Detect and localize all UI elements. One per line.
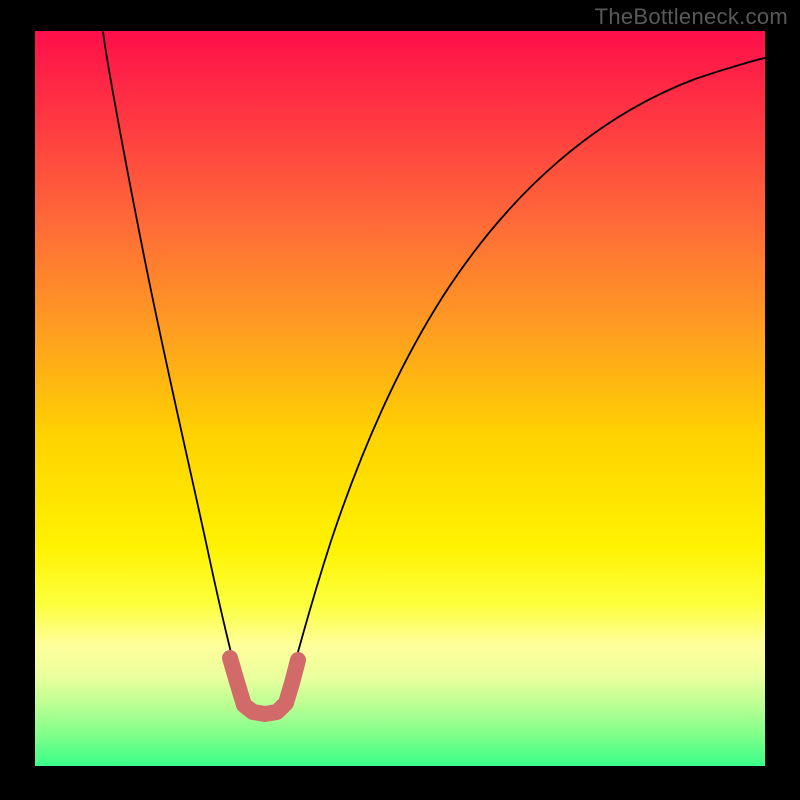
plot-area <box>35 31 765 766</box>
chart-svg <box>35 31 765 766</box>
watermark-text: TheBottleneck.com <box>595 4 788 30</box>
gradient-background <box>35 31 765 766</box>
chart-container: TheBottleneck.com <box>0 0 800 800</box>
